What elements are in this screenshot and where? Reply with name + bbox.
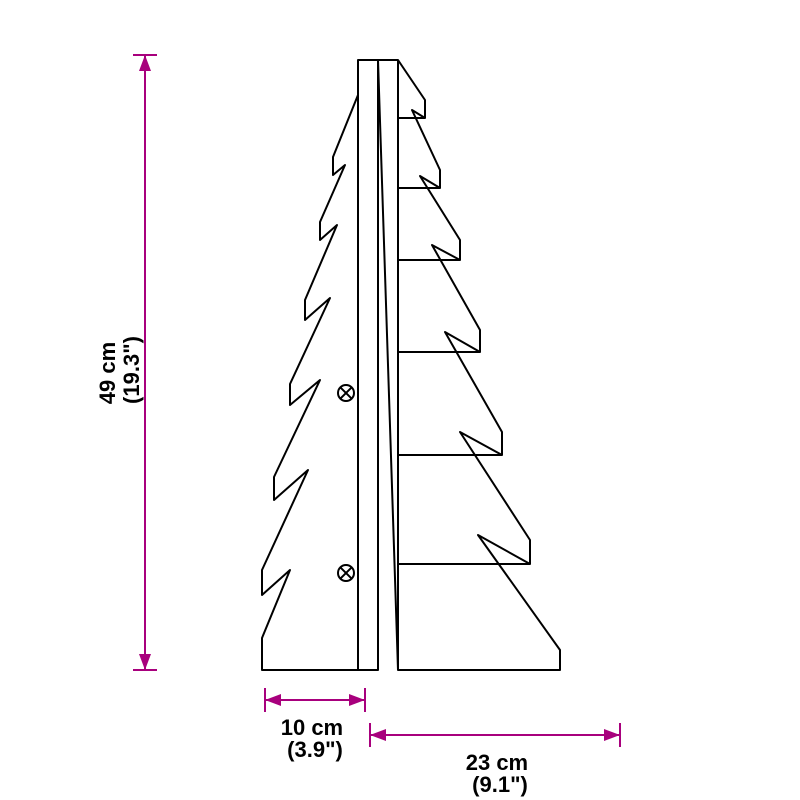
- dimension-inner-width: [265, 688, 365, 712]
- dimension-outer-width-label: 23 cm (9.1"): [466, 750, 535, 797]
- tree-front-panel: [262, 60, 378, 670]
- diagram-container: 49 cm (19.3") 10 cm (3.9") 23 cm (9.1"): [0, 0, 800, 800]
- dimension-height-label: 49 cm (19.3"): [95, 336, 144, 405]
- tree-right-panel: [378, 60, 560, 670]
- dimension-outer-width: [370, 723, 620, 747]
- dimension-diagram-svg: 49 cm (19.3") 10 cm (3.9") 23 cm (9.1"): [0, 0, 800, 800]
- dimension-inner-width-label: 10 cm (3.9"): [281, 715, 350, 762]
